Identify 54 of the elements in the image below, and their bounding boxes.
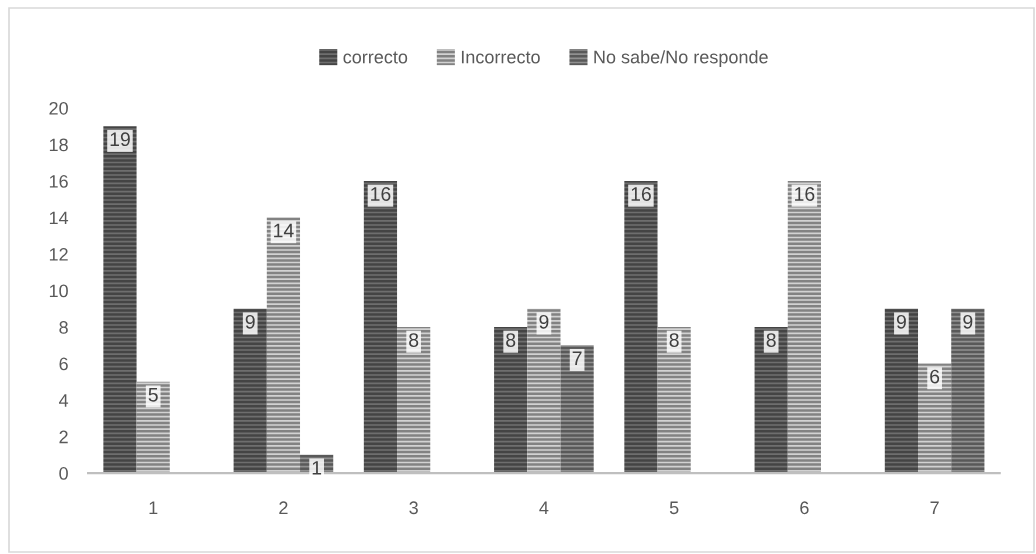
bar [363,181,398,474]
y-tick-label: 0 [59,467,68,480]
x-tick-label: 5 [669,501,679,515]
data-label: 9 [896,314,906,329]
bar [103,126,137,474]
data-label: 19 [110,132,130,147]
y-tick-label: 4 [58,394,69,407]
data-label: 8 [409,333,419,347]
data-label: 16 [631,187,651,201]
legend-label: correcto [343,51,408,64]
legend-label: Incorrecto [461,50,540,64]
bar [560,345,594,474]
y-tick-label: 10 [49,284,68,298]
y-tick-label: 2 [59,430,68,444]
y-tick-label: 14 [49,211,69,225]
data-label: 14 [274,223,294,238]
bar [527,308,561,474]
x-tick-label: 1 [149,501,158,514]
bar [657,327,691,474]
bar [233,308,267,474]
data-label: 6 [930,369,940,384]
data-label: 7 [572,351,582,365]
y-tick-label: 18 [49,138,68,152]
bar [136,381,170,474]
data-label: 8 [766,333,776,347]
y-tick-label: 16 [49,174,68,188]
bar [754,327,788,474]
x-tick-label: 7 [930,501,939,514]
bar [624,181,658,474]
data-label: 9 [963,314,973,329]
x-tick-label: 3 [409,501,418,515]
data-label: 9 [539,314,549,329]
x-tick-label: 6 [800,501,809,515]
bar [494,327,528,474]
x-tick-label: 2 [279,501,288,514]
y-tick-label: 8 [59,321,68,334]
data-label: 16 [371,187,391,201]
y-tick-label: 6 [59,357,68,371]
data-label: 9 [245,314,255,329]
bar [918,363,952,474]
bar [397,327,431,474]
legend-label: No sabe/No responde [594,50,768,68]
data-label: 8 [506,333,516,347]
data-label: 5 [148,388,158,402]
data-label: 16 [795,187,815,201]
data-label: 8 [669,333,679,347]
bar [951,308,985,474]
bar [787,181,821,474]
y-tick-label: 12 [49,248,68,261]
bar [266,217,301,474]
x-tick-label: 4 [539,501,549,514]
y-tick-label: 20 [49,101,68,115]
bar [884,308,919,474]
data-label: 1 [312,461,322,475]
